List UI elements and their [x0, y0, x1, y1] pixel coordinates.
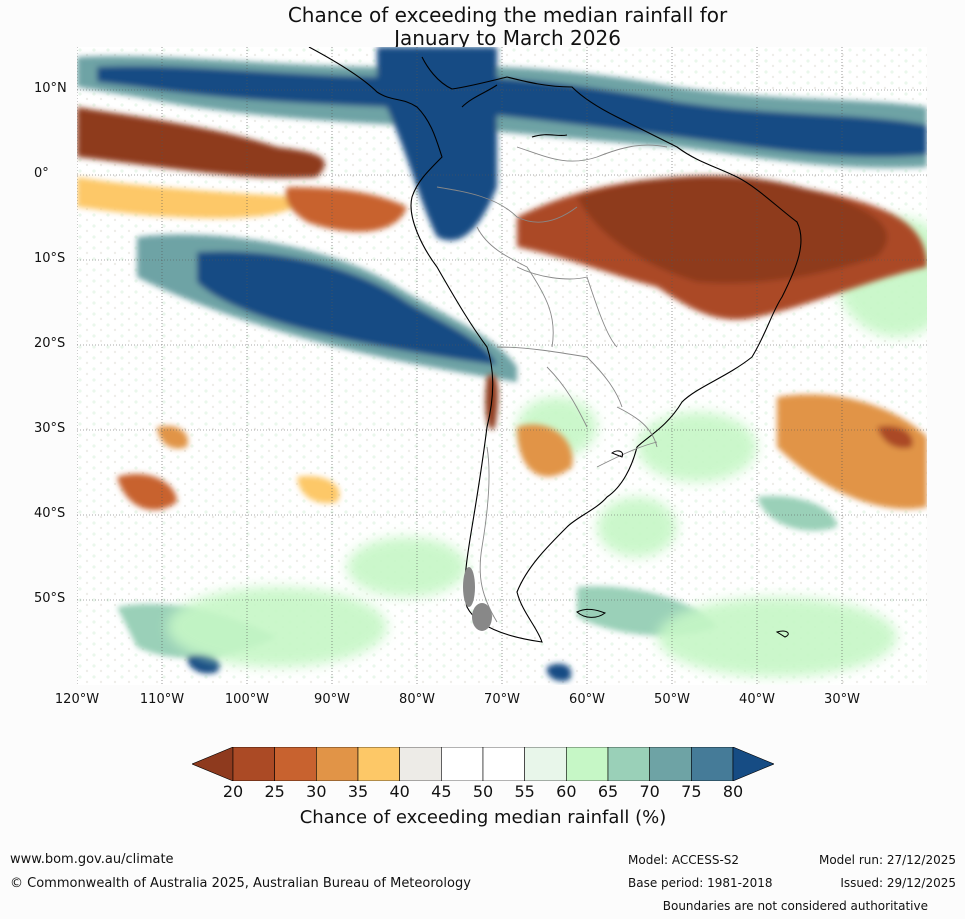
- colorbar-segment: [357, 747, 400, 781]
- lon-label: 90°W: [314, 692, 350, 707]
- colorbar: [192, 747, 774, 781]
- colorbar-segment: [274, 747, 317, 781]
- lon-label: 110°W: [139, 692, 185, 707]
- colorbar-segment: [691, 747, 734, 781]
- lon-label: 80°W: [399, 692, 435, 707]
- coastline: [308, 47, 802, 643]
- colorbar-tick-label: 80: [722, 782, 744, 801]
- colorbar-tick-label: 25: [264, 782, 285, 801]
- colorbar-tick-label: 75: [681, 782, 702, 801]
- colorbar-tick-label: 65: [597, 782, 619, 801]
- dry-anomaly-regions: [77, 107, 927, 510]
- lon-label: 50°W: [654, 692, 690, 707]
- lat-label: 10°N: [34, 81, 67, 96]
- colorbar-segment: [649, 747, 692, 781]
- rainfall-map: [77, 47, 927, 685]
- colorbar-segment: [399, 747, 442, 781]
- colorbar-segment: [441, 747, 484, 781]
- islands: [576, 450, 789, 638]
- colorbar-tick-label: 20: [222, 782, 244, 801]
- colorbar-tick-label: 45: [431, 782, 452, 801]
- colorbar-tick-label: 40: [389, 782, 410, 801]
- colorbar-segment: [232, 747, 275, 781]
- model-name: Model: ACCESS-S2: [628, 853, 740, 867]
- lon-label: 30°W: [824, 692, 860, 707]
- lon-label: 120°W: [54, 692, 100, 707]
- boundaries-disclaimer: Boundaries are not considered authoritat…: [662, 899, 928, 913]
- issued-date: Issued: 29/12/2025: [840, 876, 956, 890]
- lat-label: 0°: [34, 166, 49, 181]
- fjords: [463, 567, 492, 631]
- map-title: Chance of exceeding the median rainfall …: [0, 4, 965, 50]
- lon-label: 60°W: [569, 692, 605, 707]
- colorbar-tick-label: 35: [347, 782, 369, 801]
- lat-label: 20°S: [34, 336, 66, 351]
- colorbar-tick-label: 50: [472, 782, 494, 801]
- lon-label: 40°W: [739, 692, 775, 707]
- colorbar-tick-label: 30: [306, 782, 327, 801]
- graticule: [77, 47, 927, 685]
- colorbar-segment: [732, 747, 774, 781]
- lat-label: 50°S: [34, 591, 66, 606]
- slightly-wet-regions: [167, 217, 927, 677]
- country-borders: [436, 144, 668, 623]
- lat-label: 10°S: [34, 251, 66, 266]
- colorbar-title: Chance of exceeding median rainfall (%): [299, 807, 667, 828]
- colorbar-segment: [316, 747, 359, 781]
- colorbar-segment: [607, 747, 650, 781]
- colorbar-tick-label: 55: [514, 782, 535, 801]
- model-run-date: Model run: 27/12/2025: [818, 853, 956, 867]
- lat-label: 40°S: [34, 506, 66, 521]
- lat-label: 30°S: [34, 421, 66, 436]
- colorbar-segment: [524, 747, 567, 781]
- colorbar-segment: [482, 747, 525, 781]
- colorbar-segment: [192, 747, 234, 781]
- colorbar-tick-label: 60: [556, 782, 577, 801]
- copyright-text: © Commonwealth of Australia 2025, Austra…: [10, 876, 471, 891]
- title-line-1: Chance of exceeding the median rainfall …: [287, 3, 728, 27]
- colorbar-segment: [566, 747, 609, 781]
- colorbar-tick-label: 70: [639, 782, 660, 801]
- website-link[interactable]: www.bom.gov.au/climate: [10, 852, 174, 867]
- lon-label: 100°W: [224, 692, 270, 707]
- title-line-2: January to March 2026: [394, 26, 621, 50]
- lon-label: 70°W: [484, 692, 520, 707]
- base-period: Base period: 1981-2018: [628, 876, 773, 890]
